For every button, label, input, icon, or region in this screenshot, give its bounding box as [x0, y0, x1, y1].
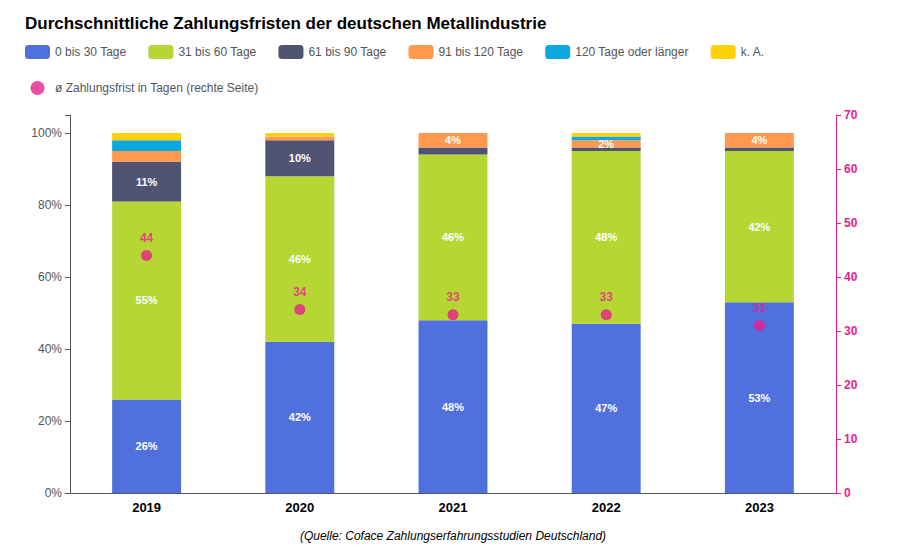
- svg-text:10%: 10%: [289, 152, 311, 164]
- svg-text:(Quelle: Coface Zahlungserfahr: (Quelle: Coface Zahlungserfahrungsstudie…: [300, 529, 606, 543]
- svg-text:4%: 4%: [751, 134, 767, 146]
- svg-text:50: 50: [844, 216, 858, 230]
- svg-text:46%: 46%: [442, 231, 464, 243]
- svg-text:53%: 53%: [748, 392, 770, 404]
- svg-text:2022: 2022: [592, 500, 621, 515]
- svg-text:33: 33: [600, 290, 614, 304]
- svg-text:91 bis 120 Tage: 91 bis 120 Tage: [439, 45, 524, 59]
- svg-text:20%: 20%: [38, 414, 62, 428]
- svg-text:55%: 55%: [136, 294, 158, 306]
- svg-text:31: 31: [753, 301, 767, 315]
- svg-text:2019: 2019: [132, 500, 161, 515]
- svg-text:k. A.: k. A.: [741, 45, 764, 59]
- svg-text:80%: 80%: [38, 198, 62, 212]
- svg-text:31 bis 60 Tage: 31 bis 60 Tage: [178, 45, 256, 59]
- svg-text:4%: 4%: [445, 134, 461, 146]
- svg-text:2023: 2023: [745, 500, 774, 515]
- svg-text:20: 20: [844, 378, 858, 392]
- svg-text:70: 70: [844, 108, 858, 122]
- svg-text:33: 33: [446, 290, 460, 304]
- svg-text:0: 0: [844, 486, 851, 500]
- svg-text:61 bis 90 Tage: 61 bis 90 Tage: [308, 45, 386, 59]
- svg-text:46%: 46%: [289, 253, 311, 265]
- svg-text:120 Tage oder länger: 120 Tage oder länger: [575, 45, 688, 59]
- svg-text:0 bis 30 Tage: 0 bis 30 Tage: [55, 45, 126, 59]
- svg-text:100%: 100%: [31, 126, 62, 140]
- svg-text:2%: 2%: [598, 138, 614, 150]
- svg-text:2020: 2020: [285, 500, 314, 515]
- svg-text:47%: 47%: [595, 402, 617, 414]
- svg-text:48%: 48%: [442, 401, 464, 413]
- svg-text:2021: 2021: [439, 500, 468, 515]
- svg-text:60%: 60%: [38, 270, 62, 284]
- svg-text:0%: 0%: [45, 486, 63, 500]
- svg-text:44: 44: [140, 231, 154, 245]
- svg-text:34: 34: [293, 285, 307, 299]
- svg-text:48%: 48%: [595, 231, 617, 243]
- svg-text:26%: 26%: [136, 440, 158, 452]
- svg-text:10: 10: [844, 432, 858, 446]
- svg-text:60: 60: [844, 162, 858, 176]
- svg-text:30: 30: [844, 324, 858, 338]
- svg-text:Durchschnittliche Zahlungsfris: Durchschnittliche Zahlungsfristen der de…: [25, 14, 546, 33]
- svg-text:42%: 42%: [748, 221, 770, 233]
- svg-text:11%: 11%: [136, 176, 158, 188]
- svg-text:40%: 40%: [38, 342, 62, 356]
- svg-text:42%: 42%: [289, 411, 311, 423]
- svg-text:ø Zahlungsfrist in Tagen (rech: ø Zahlungsfrist in Tagen (rechte Seite): [55, 81, 258, 95]
- svg-text:40: 40: [844, 270, 858, 284]
